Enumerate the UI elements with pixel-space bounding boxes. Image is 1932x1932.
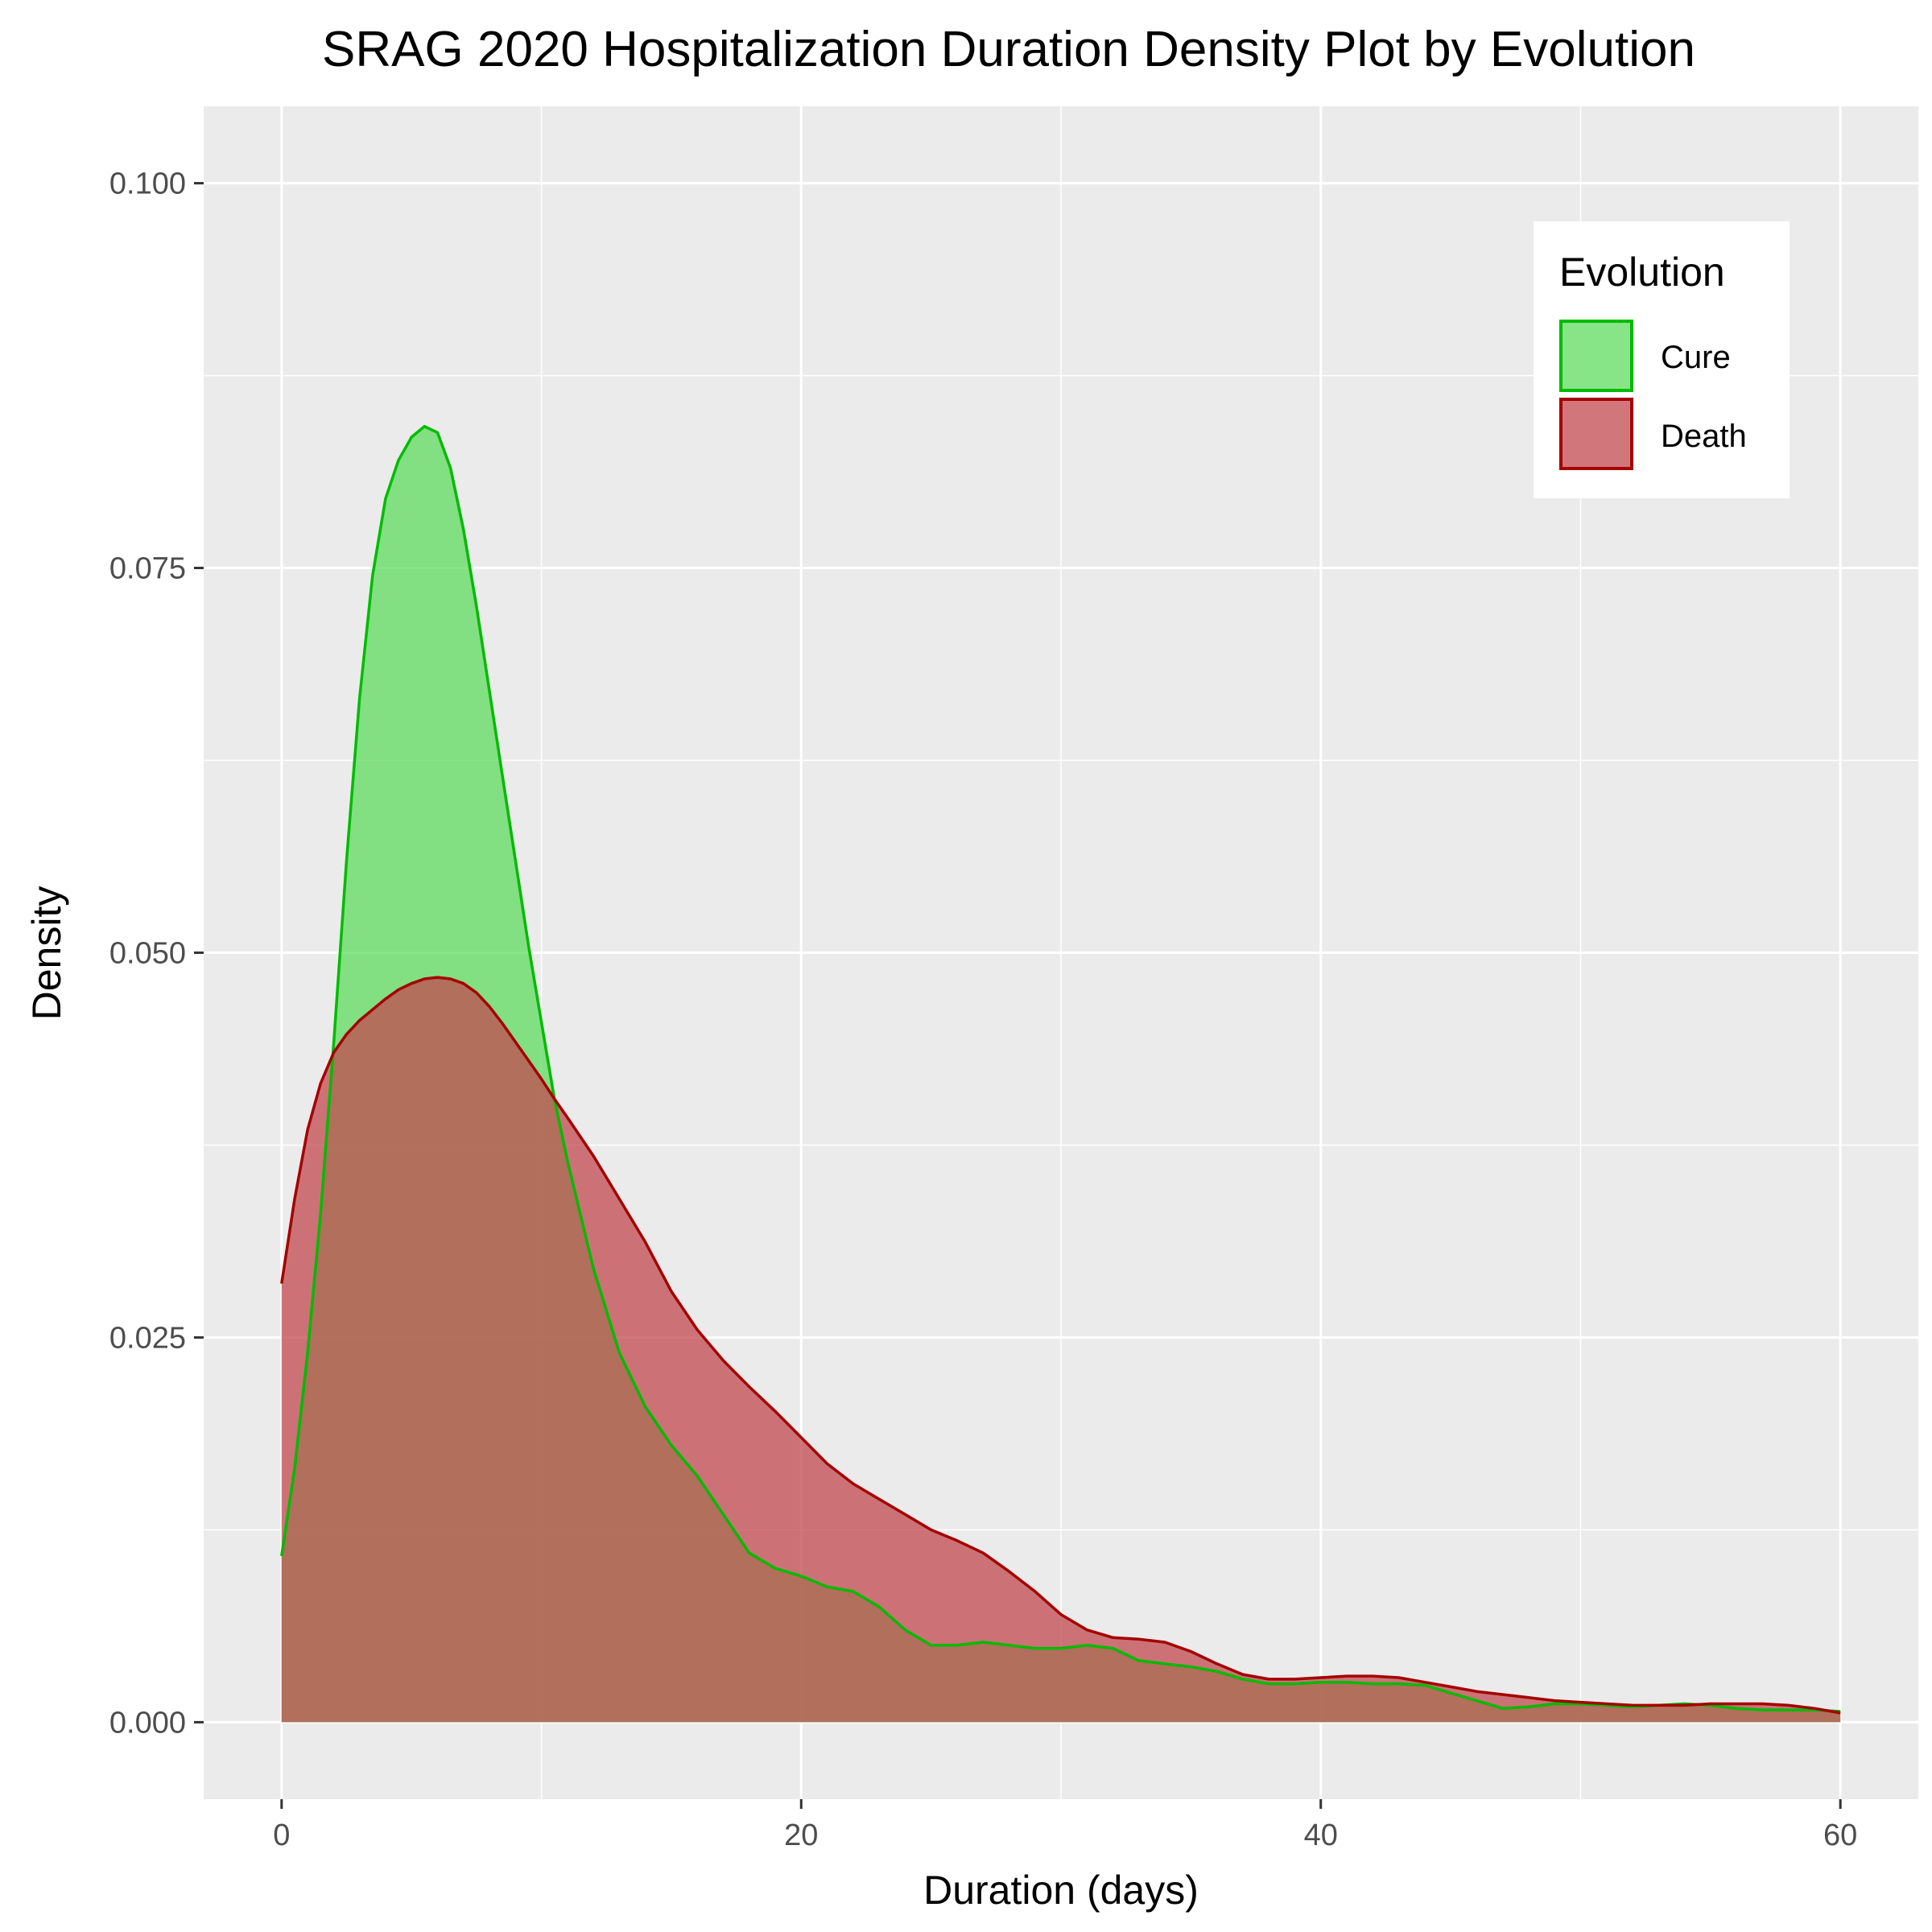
- x-tick-label: 0: [273, 1818, 290, 1852]
- axes: 0 20 40 60 0.000 0.025 0.050 0.075 0.100: [109, 167, 1857, 1852]
- y-tick-label: 0.050: [109, 937, 186, 971]
- chart-title: SRAG 2020 Hospitalization Duration Densi…: [322, 22, 1695, 77]
- legend-key-death: [1559, 398, 1633, 470]
- legend: Evolution Cure Death: [1534, 221, 1790, 498]
- legend-title: Evolution: [1559, 250, 1725, 295]
- legend-label-cure: Cure: [1661, 340, 1731, 375]
- density-areas: [280, 424, 1841, 1723]
- legend-key-cure: [1559, 320, 1633, 392]
- legend-label-death: Death: [1661, 419, 1747, 454]
- x-tick-label: 20: [784, 1818, 818, 1852]
- y-tick-label: 0.025: [109, 1321, 186, 1355]
- density-area-death: [281, 977, 1841, 1723]
- x-axis-title: Duration (days): [923, 1868, 1199, 1913]
- density-line-cure: [280, 424, 1841, 1713]
- y-tick-label: 0.100: [109, 167, 186, 201]
- density-line-death: [280, 976, 1841, 1715]
- y-axis-title: Density: [24, 886, 69, 1021]
- x-tick-label: 40: [1304, 1818, 1338, 1852]
- y-tick-label: 0.075: [109, 552, 186, 586]
- y-tick-label: 0.000: [109, 1706, 186, 1740]
- x-tick-label: 60: [1823, 1818, 1857, 1852]
